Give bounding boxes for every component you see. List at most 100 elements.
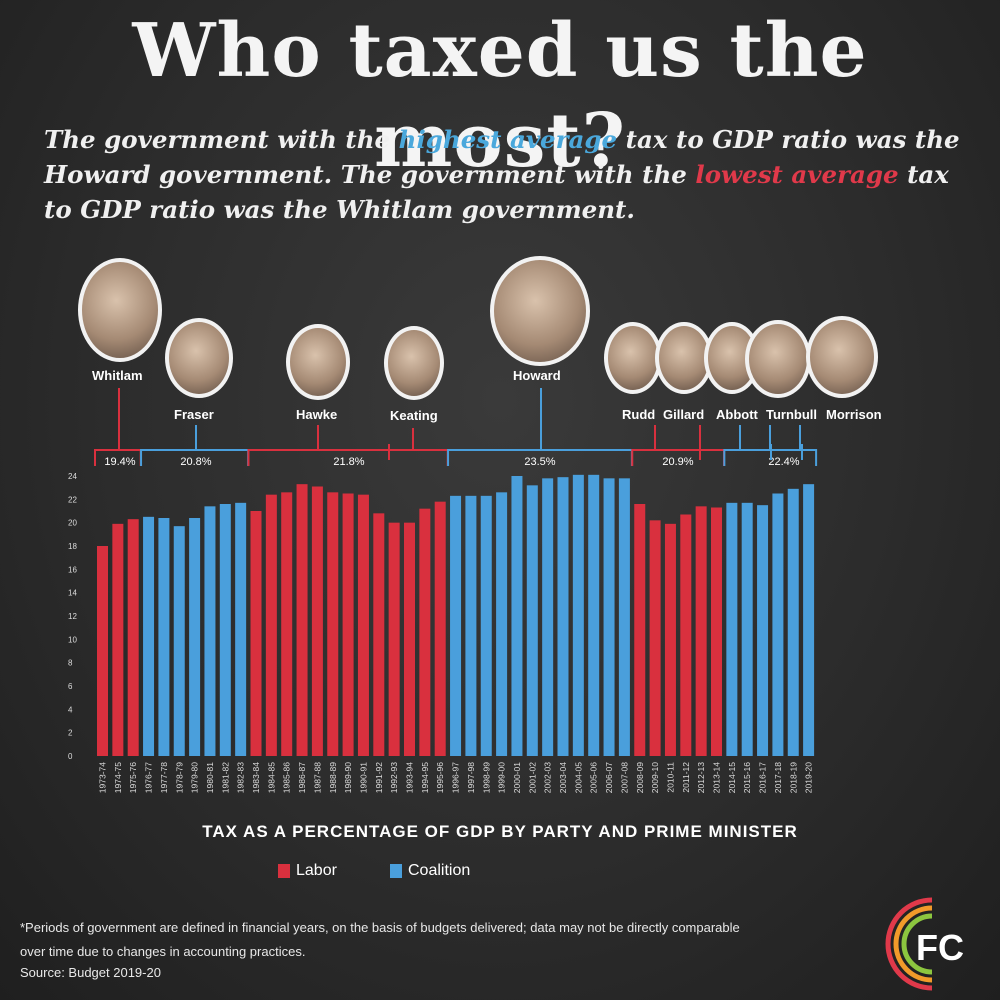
hawke-portrait xyxy=(286,324,350,400)
bar-1977-78 xyxy=(158,518,170,756)
bar-2005-06 xyxy=(588,474,600,756)
x-tick-label: 2018-19 xyxy=(788,762,798,793)
bar-1989-90 xyxy=(342,493,354,756)
keating-portrait xyxy=(384,326,444,400)
pm-name-rudd: Rudd xyxy=(622,407,656,422)
x-tick-label: 2004-05 xyxy=(573,762,583,793)
x-tick-label: 1978-79 xyxy=(174,762,184,793)
avg-label-abbott-morrison: 22.4% xyxy=(768,456,800,468)
bar-2004-05 xyxy=(572,474,584,756)
morrison-portrait xyxy=(806,316,878,398)
bar-1974-75 xyxy=(112,523,124,756)
bar-1999-00 xyxy=(496,492,508,756)
bars xyxy=(97,474,815,756)
bar-2007-08 xyxy=(618,478,630,756)
y-tick-label: 20 xyxy=(68,519,77,528)
x-tick-label: 2014-15 xyxy=(727,762,737,793)
x-tick-label: 2000-01 xyxy=(512,762,522,793)
turnbull-portrait xyxy=(745,320,811,398)
x-tick-label: 2006-07 xyxy=(604,762,614,793)
legend-item-coalition: Coalition xyxy=(390,862,470,880)
x-tick-label: 2013-14 xyxy=(712,762,722,793)
subtitle-part3: tax to GDP ratio was the Whitlam governm… xyxy=(44,160,949,224)
x-tick-label: 2011-12 xyxy=(681,762,691,793)
x-tick-label: 1985-86 xyxy=(282,762,292,793)
bar-1983-84 xyxy=(250,511,262,756)
x-tick-label: 1982-83 xyxy=(236,762,246,793)
avg-label-hawke-keating: 21.8% xyxy=(333,456,365,468)
footnote: *Periods of government are defined in fi… xyxy=(20,920,740,959)
subtitle-highlight-high: highest average xyxy=(398,125,618,154)
bar-2009-10 xyxy=(649,520,661,756)
bar-2010-11 xyxy=(664,523,676,756)
x-tick-label: 1975-76 xyxy=(128,762,138,793)
government-brackets xyxy=(94,388,818,466)
pm-name-fraser: Fraser xyxy=(174,407,214,422)
legend-item-labor: Labor xyxy=(278,862,337,880)
pm-name-whitlam: Whitlam xyxy=(92,368,143,383)
bar-1979-80 xyxy=(189,518,201,756)
government-bracket xyxy=(140,449,250,466)
bar-1990-91 xyxy=(357,494,369,756)
bar-2017-18 xyxy=(772,493,784,756)
x-tick-label: 1998-99 xyxy=(481,762,491,793)
bar-1978-79 xyxy=(173,526,185,756)
avg-label-fraser: 20.8% xyxy=(180,456,212,468)
bar-2011-12 xyxy=(680,514,692,756)
x-tick-label: 1994-95 xyxy=(420,762,430,793)
x-tick-label: 1991-92 xyxy=(374,762,384,793)
subtitle-part2: tax to GDP ratio was the Howard governme… xyxy=(44,125,960,189)
legend-swatch-labor xyxy=(278,864,290,878)
bar-2008-09 xyxy=(634,504,646,756)
page-title: Who taxed us the most? xyxy=(132,8,868,184)
x-tick-label: 2016-17 xyxy=(758,762,768,793)
fc-logo-text: FC xyxy=(916,927,964,968)
x-tick-label: 1977-78 xyxy=(159,762,169,793)
bar-2002-03 xyxy=(542,478,554,756)
bar-2001-02 xyxy=(526,485,538,756)
x-tick-label: 2015-16 xyxy=(742,762,752,793)
x-tick-label: 2001-02 xyxy=(527,762,537,793)
bar-2019-20 xyxy=(803,484,815,756)
bar-1996-97 xyxy=(450,495,462,756)
x-tick-label: 1973-74 xyxy=(98,762,108,793)
subtitle-part1: The government with the xyxy=(44,125,399,154)
pm-name-howard: Howard xyxy=(513,368,561,383)
x-tick-label: 1981-82 xyxy=(220,762,230,793)
x-tick-label: 1990-91 xyxy=(358,762,368,793)
bar-1998-99 xyxy=(480,495,492,756)
x-tick-label: 2010-11 xyxy=(665,762,675,793)
avg-label-whitlam: 19.4% xyxy=(104,456,136,468)
bar-1997-98 xyxy=(465,495,477,756)
bar-1984-85 xyxy=(265,494,277,756)
x-tick-label: 1984-85 xyxy=(266,762,276,793)
x-tick-label: 1983-84 xyxy=(251,762,261,793)
bar-1986-87 xyxy=(296,484,308,756)
y-tick-label: 24 xyxy=(68,472,77,481)
x-tick-label: 2005-06 xyxy=(589,762,599,793)
bar-1995-96 xyxy=(434,501,446,756)
bar-2018-19 xyxy=(787,488,799,756)
pm-name-morrison: Morrison xyxy=(826,407,882,422)
bar-1980-81 xyxy=(204,506,216,756)
bar-1976-77 xyxy=(143,516,155,756)
bar-1975-76 xyxy=(127,519,139,756)
x-tick-label: 2007-08 xyxy=(619,762,629,793)
x-tick-label: 2012-13 xyxy=(696,762,706,793)
y-tick-label: 18 xyxy=(68,542,77,551)
bar-1992-93 xyxy=(388,522,400,756)
y-tick-label: 14 xyxy=(68,589,77,598)
pm-name-keating: Keating xyxy=(390,408,438,423)
bar-1988-89 xyxy=(327,492,339,756)
x-tick-label: 2009-10 xyxy=(650,762,660,793)
x-tick-label: 1980-81 xyxy=(205,762,215,793)
x-tick-label: 2017-18 xyxy=(773,762,783,793)
y-tick-label: 4 xyxy=(68,705,73,714)
y-tick-label: 12 xyxy=(68,612,77,621)
y-tick-label: 10 xyxy=(68,635,77,644)
x-tick-label: 1999-00 xyxy=(497,762,507,793)
bar-2000-01 xyxy=(511,476,523,756)
bar-1994-95 xyxy=(419,508,431,756)
